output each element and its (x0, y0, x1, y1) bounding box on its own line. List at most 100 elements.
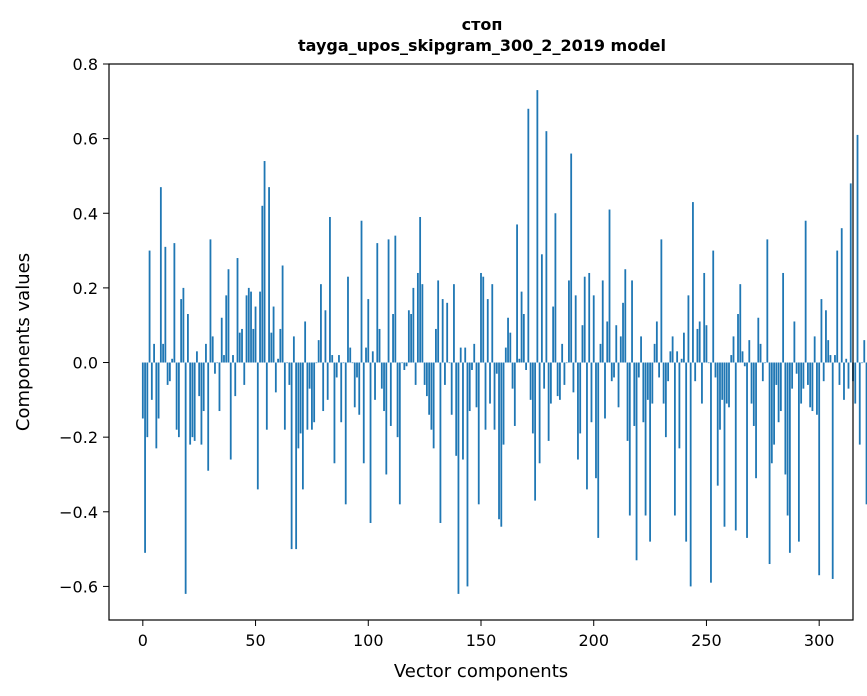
bar (606, 321, 609, 363)
bar (622, 302, 624, 363)
bar (279, 328, 282, 363)
bar (581, 325, 584, 363)
bar (171, 358, 174, 363)
bar (184, 362, 187, 594)
bar (360, 220, 363, 363)
bar (757, 317, 760, 363)
bar (430, 362, 433, 430)
bar (457, 362, 460, 594)
bar (482, 276, 485, 363)
y-tick-label: −0.6 (59, 577, 98, 596)
bar (683, 332, 685, 363)
bars-group (141, 90, 867, 594)
bar (831, 362, 834, 579)
bar (653, 343, 656, 363)
bar (804, 220, 807, 363)
bar (299, 362, 302, 434)
bar (777, 362, 780, 423)
bar (800, 362, 803, 404)
bar (768, 362, 771, 565)
bar (480, 272, 482, 363)
bar (349, 347, 352, 363)
bar (493, 362, 496, 430)
x-tick-label: 250 (691, 631, 722, 650)
bar (748, 340, 751, 363)
plot-frame (108, 63, 854, 621)
bar (166, 362, 169, 385)
y-tick-label: 0.8 (73, 55, 98, 74)
bar (227, 269, 230, 363)
bar (784, 362, 787, 475)
bar (847, 362, 850, 389)
bar (353, 362, 356, 408)
bar (155, 362, 158, 449)
bar (615, 325, 618, 363)
bar (538, 362, 541, 464)
bar (525, 362, 527, 370)
bar (633, 362, 636, 426)
bar (644, 362, 647, 516)
bar (725, 362, 728, 404)
bar (342, 362, 345, 364)
bar (369, 362, 372, 523)
bar (209, 239, 212, 363)
bar (211, 336, 214, 363)
bar (144, 362, 146, 553)
bar (631, 280, 633, 363)
bar (383, 362, 385, 412)
bar (816, 362, 818, 415)
bar (356, 362, 358, 378)
bar (471, 362, 473, 370)
bar (703, 272, 706, 363)
bar (728, 362, 730, 408)
bar (439, 362, 442, 523)
bar (737, 314, 739, 363)
bar (707, 362, 710, 364)
bar (245, 295, 248, 363)
bar (205, 343, 207, 363)
bar (484, 362, 487, 430)
bar (583, 276, 586, 363)
bar (432, 362, 435, 449)
bar (340, 362, 343, 423)
bar (162, 343, 165, 363)
bar (365, 347, 367, 363)
bar (595, 362, 597, 479)
bar (818, 362, 821, 576)
bar (462, 362, 464, 460)
bar (655, 321, 658, 363)
bar (608, 209, 611, 363)
bar (793, 321, 796, 363)
bar (761, 362, 764, 382)
bar (592, 295, 595, 363)
bar (385, 362, 388, 475)
x-tick-label: 200 (578, 631, 609, 650)
bar (421, 284, 424, 363)
bar (218, 362, 221, 412)
bar (617, 362, 620, 408)
bar (540, 254, 543, 363)
bar (401, 362, 403, 364)
bar (838, 362, 841, 385)
bar (604, 362, 606, 419)
bar (779, 362, 782, 412)
bar (265, 362, 268, 430)
bar (685, 362, 688, 542)
bar (646, 362, 649, 400)
bar (459, 347, 462, 363)
bar (565, 362, 568, 364)
chart-subtitle: tayga_upos_skipgram_300_2_2019 model (298, 36, 666, 55)
bar (500, 362, 503, 527)
bar (252, 328, 255, 363)
bar (394, 235, 397, 363)
bar (813, 336, 816, 363)
bar (256, 362, 259, 490)
bar (802, 362, 805, 389)
bar (338, 355, 340, 363)
bar (619, 336, 622, 363)
bar (292, 336, 295, 363)
bar (782, 272, 785, 363)
bar (673, 362, 676, 516)
y-axis-ticks: −0.6 −0.4 −0.2 0.0 0.2 0.4 0.6 0.8 (59, 55, 109, 596)
bar (642, 362, 645, 423)
